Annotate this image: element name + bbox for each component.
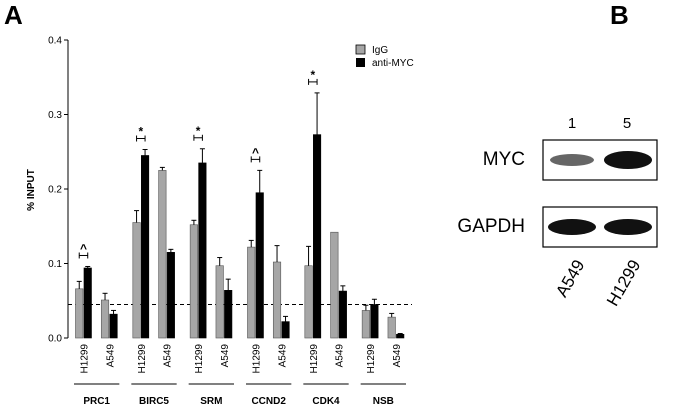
bar-anti-myc (281, 321, 290, 339)
blot-band-gapdh-lane5 (604, 219, 652, 235)
blot-label-gapdh: GAPDH (457, 216, 525, 237)
bar-anti-myc (255, 192, 264, 339)
category-label: H1299 (137, 344, 148, 374)
bar-igg (304, 265, 313, 339)
significance-marker: * (196, 124, 201, 138)
blot-cell-line-a549: A549 (552, 257, 588, 301)
significance-marker: * (310, 68, 315, 82)
bar-anti-myc (370, 304, 379, 339)
category-label: A549 (105, 344, 116, 368)
legend-swatch-anti-myc (356, 58, 365, 67)
chart-axes: 0.0 0.1 0.2 0.3 0.4 (48, 36, 412, 345)
group-label: CCND2 (251, 396, 286, 407)
bar-igg (100, 299, 110, 339)
category-label: H1299 (309, 344, 320, 374)
category-label: A549 (220, 344, 231, 368)
chart-legend: IgG anti-MYC (355, 44, 414, 69)
category-label: A549 (392, 344, 403, 368)
blot-cell-line-h1299: H1299 (603, 257, 645, 310)
group-label: NSB (373, 396, 394, 407)
bar-anti-myc (83, 267, 92, 339)
y-tick-label: 0.1 (48, 259, 62, 270)
bar-igg (387, 316, 396, 339)
group-label: SRM (200, 396, 222, 407)
blot-band-myc-lane5 (604, 151, 652, 169)
category-label: H1299 (79, 344, 90, 374)
legend-label-anti-myc: anti-MYC (372, 58, 414, 69)
bar-anti-myc (166, 252, 175, 339)
bar-anti-myc (198, 162, 207, 339)
group-label: CDK4 (312, 396, 340, 407)
significance-marker: * (138, 125, 143, 139)
y-tick-label: 0.3 (48, 110, 62, 121)
panel-a-letter: A (4, 0, 23, 30)
blot-lane-1: 1 (568, 115, 576, 132)
legend-swatch-igg (355, 44, 366, 55)
bar-anti-myc (109, 313, 118, 339)
y-tick-label: 0.2 (48, 185, 62, 196)
y-tick-label: 0.4 (48, 36, 62, 47)
bar-igg (247, 246, 256, 339)
bar-igg (215, 265, 224, 339)
bar-igg (75, 288, 84, 339)
blot-label-myc: MYC (483, 149, 525, 170)
y-axis-label: % INPUT (26, 169, 37, 211)
chart-category-labels: H1299 A549 PRC1 H1299 A549 BIRC5 H1299 A549 SRM H… (74, 344, 406, 407)
y-tick-label: 0.0 (48, 334, 62, 345)
group-label: BIRC5 (139, 396, 169, 407)
bar-anti-myc (313, 134, 322, 339)
bar-igg (158, 170, 167, 339)
bar-anti-myc (224, 290, 233, 339)
western-blot: 1 5 MYC GAPDH A549 H1299 (457, 115, 658, 310)
significance-marker: ^ (80, 241, 87, 255)
bar-igg (189, 224, 198, 339)
legend-label-igg: IgG (372, 45, 388, 56)
category-label: A549 (335, 344, 346, 368)
blot-band-myc-lane1 (550, 154, 594, 166)
category-label: A549 (163, 344, 174, 368)
bar-anti-myc (396, 333, 405, 339)
bar-igg (272, 261, 282, 339)
category-label: H1299 (366, 344, 377, 374)
bar-igg (330, 231, 339, 339)
group-label: PRC1 (83, 396, 110, 407)
bar-anti-myc (141, 155, 150, 339)
bar-igg (361, 310, 370, 339)
bar-anti-myc (338, 290, 347, 339)
category-label: H1299 (194, 344, 205, 374)
blot-band-gapdh-lane1 (548, 219, 596, 235)
blot-lane-5: 5 (623, 115, 631, 132)
significance-marker: ^ (252, 145, 259, 159)
category-label: H1299 (251, 344, 262, 374)
category-label: A549 (277, 344, 288, 368)
bar-igg (132, 222, 141, 339)
panel-b-letter: B (610, 0, 629, 30)
chart-bars: ^ * * ^ * (75, 68, 405, 339)
